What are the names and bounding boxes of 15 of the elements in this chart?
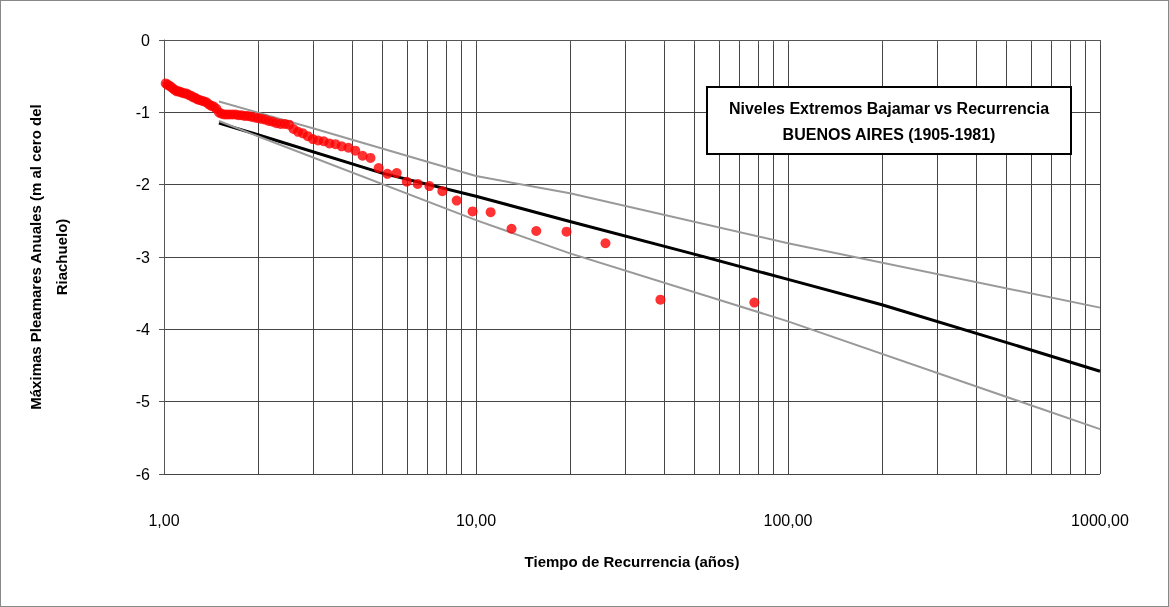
y-tick-label: -5 (135, 393, 151, 411)
y-tick-label: 0 (141, 31, 151, 49)
y-tick-label: -1 (135, 103, 151, 121)
x-axis-title: Tiempo de Recurrencia (años) (524, 553, 740, 570)
x-tick-label: 1,00 (148, 511, 180, 529)
y-tick-label: -4 (135, 320, 151, 338)
x-tick-label: 1000,00 (1071, 511, 1130, 529)
y-tick-label: -6 (135, 465, 151, 483)
y-tick-label: -3 (135, 248, 151, 266)
text: BUENOS AIRES (1905-1981) (782, 125, 996, 143)
x-tick-label: 100,00 (763, 511, 813, 529)
x-tick-label: 10,00 (455, 511, 497, 529)
text: Niveles Extremos Bajamar vs Recurrencia (728, 99, 1050, 117)
y-axis-title: Máximas Pleamares Anuales (m al cero del Riachuelo) (26, 104, 70, 410)
y-tick-label: -2 (135, 176, 151, 194)
